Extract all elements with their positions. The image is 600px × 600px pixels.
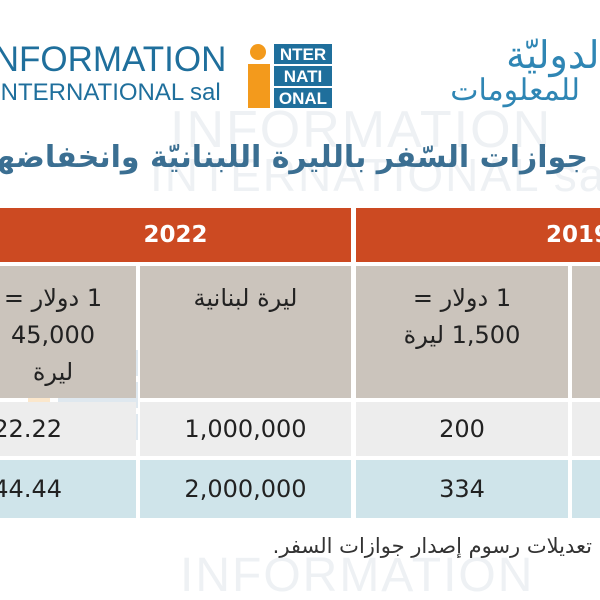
brand-name-arabic: الدوليّة للمعلومات [340, 36, 600, 106]
table-row: 22.22 1,000,000 200 [0, 402, 600, 456]
year-header-2019: 2019 [356, 208, 600, 262]
brand-name-line1: INFORMATION [0, 40, 227, 79]
subheader-2022-usd: 1 دولار = 45,000 ليرة [0, 266, 136, 398]
subheader-2019-lbp [572, 266, 600, 398]
table-row: 44.44 2,000,000 334 [0, 460, 600, 518]
brand-logo-icon: NTER NATI ONAL [248, 44, 332, 108]
subheader-2019-usd-text: 1 دولار = 1,500 ليرة [403, 284, 521, 350]
year-header-2022: 2022 [0, 208, 351, 262]
watermark-text-secondary: INTERNATIONAL sal [150, 149, 600, 201]
subheader-2019-usd: 1 دولار = 1,500 ليرة [356, 266, 568, 398]
logo-letters-line2: NATI [284, 67, 322, 86]
cell-2019-lbp [572, 402, 600, 456]
brand-name-line2: INTERNATIONAL sal [0, 79, 221, 106]
table-year-header-row: 2022 2019 [0, 208, 600, 262]
cell-2019-lbp [572, 460, 600, 518]
cell-2019-usd: 334 [356, 460, 568, 518]
page-title: جوازات السّفر بالليرة اللبنانيّة وانخفاض… [0, 140, 588, 175]
subheader-2022-usd-text: 1 دولار = 45,000 ليرة [3, 284, 103, 387]
brand-name-english: INFORMATION INTERNATIONAL sal [0, 42, 242, 105]
watermark-text: INFORMATION [170, 101, 553, 159]
brand-name-arabic-line2: للمعلومات [450, 73, 580, 108]
site-header: INFORMATION INTERNATIONAL sal NTER NATI … [0, 0, 600, 118]
table-subheader-row: 1 دولار = 45,000 ليرة ليرة لبنانية 1 دول… [0, 266, 600, 398]
cell-2019-usd: 200 [356, 402, 568, 456]
brand-name-arabic-line1: الدوليّة [506, 33, 600, 77]
subheader-2022-lbp: ليرة لبنانية [140, 266, 351, 398]
watermark-text-bottom: INFORMATION [180, 549, 535, 600]
logo-letters-line1: NTER [280, 45, 326, 64]
cell-2022-usd: 44.44 [0, 460, 136, 518]
cell-2022-usd: 22.22 [0, 402, 136, 456]
cell-2022-lbp: 1,000,000 [140, 402, 351, 456]
cell-2022-lbp: 2,000,000 [140, 460, 351, 518]
logo-letters-line3: ONAL [279, 89, 327, 108]
footnote: تعديلات رسوم إصدار جوازات السفر. [272, 534, 592, 558]
